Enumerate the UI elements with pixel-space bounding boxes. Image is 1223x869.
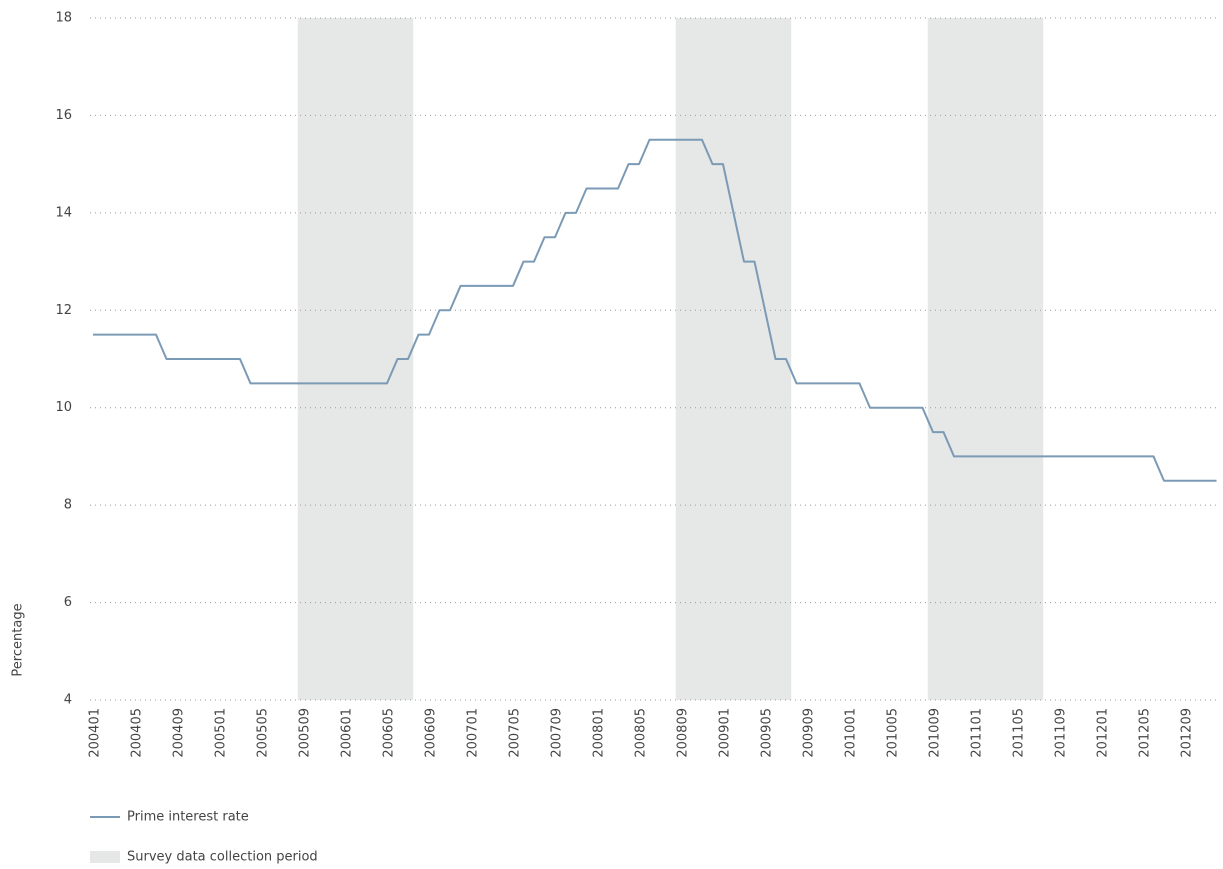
x-tick-label: 200405 bbox=[130, 708, 145, 758]
x-tick-label: 200809 bbox=[676, 708, 691, 758]
x-tick-label: 200705 bbox=[508, 708, 523, 758]
y-tick-label: 6 bbox=[64, 595, 72, 610]
y-axis-label: Percentage bbox=[11, 603, 26, 676]
legend-swatch bbox=[90, 851, 120, 863]
y-tick-label: 16 bbox=[55, 108, 72, 123]
y-tick-label: 8 bbox=[64, 498, 72, 513]
x-tick-label: 200801 bbox=[592, 708, 607, 758]
legend-label: Prime interest rate bbox=[127, 810, 249, 825]
x-tick-label: 200409 bbox=[172, 708, 187, 758]
x-tick-label: 200509 bbox=[298, 708, 313, 758]
x-tick-label: 201001 bbox=[844, 708, 859, 758]
survey-band bbox=[675, 18, 792, 700]
x-tick-label: 200805 bbox=[634, 708, 649, 758]
x-tick-label: 200901 bbox=[718, 708, 733, 758]
x-tick-label: 201205 bbox=[1138, 708, 1153, 758]
x-tick-label: 201209 bbox=[1180, 708, 1195, 758]
x-tick-label: 200701 bbox=[466, 708, 481, 758]
x-tick-label: 201105 bbox=[1012, 708, 1027, 758]
x-tick-label: 200601 bbox=[340, 708, 355, 758]
x-tick-label: 201009 bbox=[928, 708, 943, 758]
y-tick-label: 14 bbox=[55, 205, 72, 220]
x-tick-label: 200501 bbox=[214, 708, 229, 758]
x-tick-label: 200609 bbox=[424, 708, 439, 758]
series-line bbox=[93, 138, 1217, 482]
x-tick-label: 201101 bbox=[970, 708, 985, 758]
x-tick-label: 200905 bbox=[760, 708, 775, 758]
x-tick-label: 200709 bbox=[550, 708, 565, 758]
survey-band bbox=[927, 18, 1044, 700]
y-tick-label: 10 bbox=[55, 400, 72, 415]
x-tick-label: 200909 bbox=[802, 708, 817, 758]
survey-band bbox=[297, 18, 414, 700]
x-tick-label: 201005 bbox=[886, 708, 901, 758]
y-tick-label: 4 bbox=[64, 693, 72, 708]
x-tick-label: 201201 bbox=[1096, 708, 1111, 758]
y-tick-label: 18 bbox=[55, 11, 72, 26]
x-tick-label: 201109 bbox=[1054, 708, 1069, 758]
x-tick-label: 200605 bbox=[382, 708, 397, 758]
y-tick-label: 12 bbox=[55, 303, 72, 318]
legend-label: Survey data collection period bbox=[127, 850, 318, 865]
x-tick-label: 200401 bbox=[88, 708, 103, 758]
x-tick-label: 200505 bbox=[256, 708, 271, 758]
